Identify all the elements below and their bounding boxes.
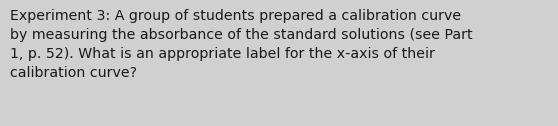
Text: Experiment 3: A group of students prepared a calibration curve
by measuring the : Experiment 3: A group of students prepar… [10, 9, 473, 80]
